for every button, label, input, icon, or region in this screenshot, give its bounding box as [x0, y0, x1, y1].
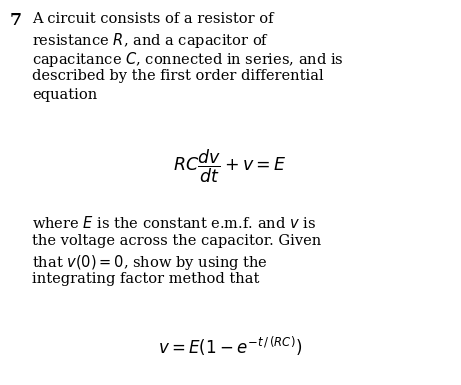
- Text: 7: 7: [10, 12, 22, 29]
- Text: integrating factor method that: integrating factor method that: [32, 272, 260, 286]
- Text: capacitance $C$, connected in series, and is: capacitance $C$, connected in series, an…: [32, 50, 344, 69]
- Text: $v = E(1 - e^{-t\,/\,(RC)})$: $v = E(1 - e^{-t\,/\,(RC)})$: [158, 335, 302, 358]
- Text: where $E$ is the constant e.m.f. and $v$ is: where $E$ is the constant e.m.f. and $v$…: [32, 215, 316, 231]
- Text: that $v(0) = 0$, show by using the: that $v(0) = 0$, show by using the: [32, 253, 268, 272]
- Text: equation: equation: [32, 88, 97, 102]
- Text: $RC \dfrac{dv}{dt} + v = E$: $RC \dfrac{dv}{dt} + v = E$: [173, 148, 287, 186]
- Text: the voltage across the capacitor. Given: the voltage across the capacitor. Given: [32, 234, 321, 248]
- Text: A circuit consists of a resistor of: A circuit consists of a resistor of: [32, 12, 273, 26]
- Text: described by the first order differential: described by the first order differentia…: [32, 69, 324, 83]
- Text: resistance $R$, and a capacitor of: resistance $R$, and a capacitor of: [32, 31, 269, 50]
